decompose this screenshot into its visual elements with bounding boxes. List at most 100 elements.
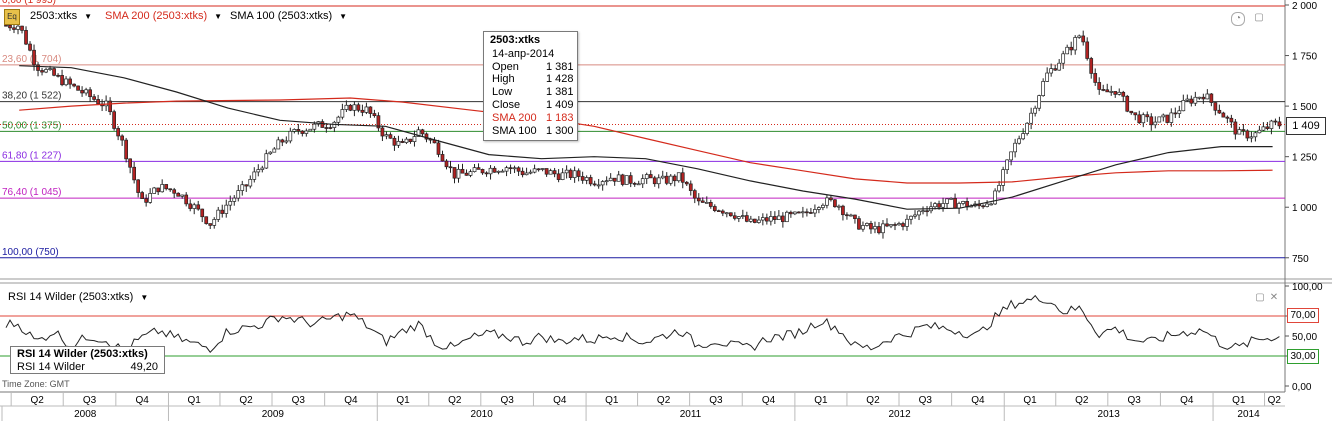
candle-body: [576, 170, 581, 177]
candle-body: [424, 133, 429, 140]
candle-body: [484, 172, 489, 175]
candle-body: [777, 215, 781, 220]
candle-body: [164, 184, 169, 190]
candle-body: [1257, 129, 1262, 134]
candle-body: [416, 129, 421, 137]
candle-body: [56, 74, 60, 77]
candle-body: [496, 170, 501, 173]
dropdown-arrow-icon: ▼: [84, 12, 93, 21]
candle-body: [885, 223, 889, 227]
clock-icon[interactable]: ◔: [1231, 12, 1245, 26]
sma200-legend[interactable]: SMA 200 (2503:xtks) ▼: [105, 10, 223, 22]
candle-body: [116, 128, 120, 137]
candle-body: [728, 212, 733, 217]
candle-body: [508, 167, 513, 170]
logo-icon: Eq: [4, 9, 20, 25]
sma100-line: [19, 65, 1273, 210]
candle-body: [696, 197, 701, 202]
sma100-legend[interactable]: SMA 100 (2503:xtks) ▼: [230, 10, 348, 22]
quarter-label: Q2: [866, 395, 880, 406]
tooltip-row: Close 1 409: [490, 99, 577, 112]
candle-body: [588, 177, 593, 185]
close-icon[interactable]: ✕: [1269, 292, 1279, 303]
quarter-label: Q3: [500, 395, 514, 406]
rsi-legend[interactable]: RSI 14 Wilder (2503:xtks) ▼: [8, 291, 149, 303]
candle-body: [716, 210, 721, 212]
tooltip-row-label: Low: [492, 86, 513, 99]
symbol-selector[interactable]: 2503:xtks ▼: [30, 10, 93, 22]
y-tick-label: 1 250: [1292, 153, 1317, 164]
candle-body: [236, 190, 241, 199]
candle-body: [672, 175, 677, 182]
candle-body: [1261, 126, 1266, 131]
candle-body: [708, 202, 713, 207]
candle-body: [1241, 129, 1246, 132]
candle-body: [1117, 91, 1122, 95]
fib-level-label: 23,60 (1 704): [2, 54, 62, 65]
candle-body: [256, 169, 261, 173]
candle-body: [833, 199, 837, 208]
y-tick-label: 1 500: [1292, 102, 1317, 113]
candle-body: [720, 210, 725, 214]
candle-body: [1129, 110, 1134, 114]
y-tick-label: 2 000: [1292, 1, 1317, 12]
quarter-label: Q1: [814, 395, 828, 406]
candle-body: [600, 181, 605, 186]
candle-body: [1133, 112, 1138, 116]
candle-body: [853, 214, 857, 219]
candle-body: [1137, 114, 1142, 124]
candle-body: [364, 106, 369, 113]
candle-body: [260, 167, 265, 170]
y-tick-label: 750: [1292, 254, 1309, 265]
candle-body: [1113, 91, 1118, 95]
candle-body: [1017, 138, 1021, 144]
candle-body: [24, 30, 28, 45]
candle-body: [901, 223, 905, 227]
candle-body: [744, 215, 749, 222]
candle-body: [596, 184, 601, 187]
quarter-label: Q2: [1268, 395, 1282, 406]
candle-body: [288, 130, 293, 142]
candle-body: [752, 218, 757, 223]
candle-body: [1093, 73, 1098, 83]
candle-body: [480, 169, 485, 174]
candle-body: [664, 175, 669, 184]
candle-body: [829, 197, 833, 201]
candle-body: [44, 69, 48, 73]
candle-body: [504, 167, 509, 172]
candle-body: [861, 225, 865, 230]
dropdown-arrow-icon: ▼: [140, 293, 149, 302]
maximize-icon[interactable]: ▢: [1254, 12, 1264, 23]
candle-body: [368, 106, 373, 114]
candle-body: [456, 168, 461, 179]
candle-body: [32, 49, 36, 66]
candle-body: [1237, 129, 1242, 135]
candle-body: [156, 187, 161, 193]
candle-body: [568, 169, 573, 178]
candle-body: [1185, 98, 1190, 101]
year-label: 2010: [471, 409, 494, 420]
candle-body: [420, 129, 425, 135]
rsi-y-tick-label: 50,00: [1292, 332, 1317, 343]
candle-body: [320, 121, 325, 128]
candle-body: [444, 160, 449, 168]
candle-body: [276, 139, 281, 150]
candle-body: [28, 43, 32, 51]
candle-body: [1149, 116, 1154, 126]
candle-body: [460, 168, 465, 174]
candle-body: [328, 127, 333, 129]
candle-body: [921, 210, 925, 213]
tooltip-date: 14-апр-2014: [492, 47, 555, 60]
candle-body: [472, 167, 477, 173]
candle-body: [608, 177, 613, 182]
candle-body: [805, 211, 809, 214]
quarter-label: Q2: [31, 395, 45, 406]
candle-body: [1245, 130, 1250, 139]
chart-logo: Eq: [4, 8, 20, 25]
tooltip-row-value: 1 183: [546, 111, 574, 124]
tooltip-row-label: Open: [492, 60, 519, 73]
maximize-icon[interactable]: ▢: [1255, 292, 1265, 303]
candle-body: [1173, 112, 1178, 115]
candle-body: [793, 211, 797, 215]
candle-body: [1249, 136, 1254, 139]
